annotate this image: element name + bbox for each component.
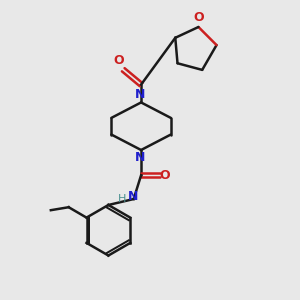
Text: N: N [134,152,145,164]
Text: O: O [113,54,124,67]
Text: N: N [128,190,138,203]
Text: H: H [118,194,127,204]
Text: O: O [160,169,170,182]
Text: N: N [134,88,145,101]
Text: O: O [193,11,204,24]
